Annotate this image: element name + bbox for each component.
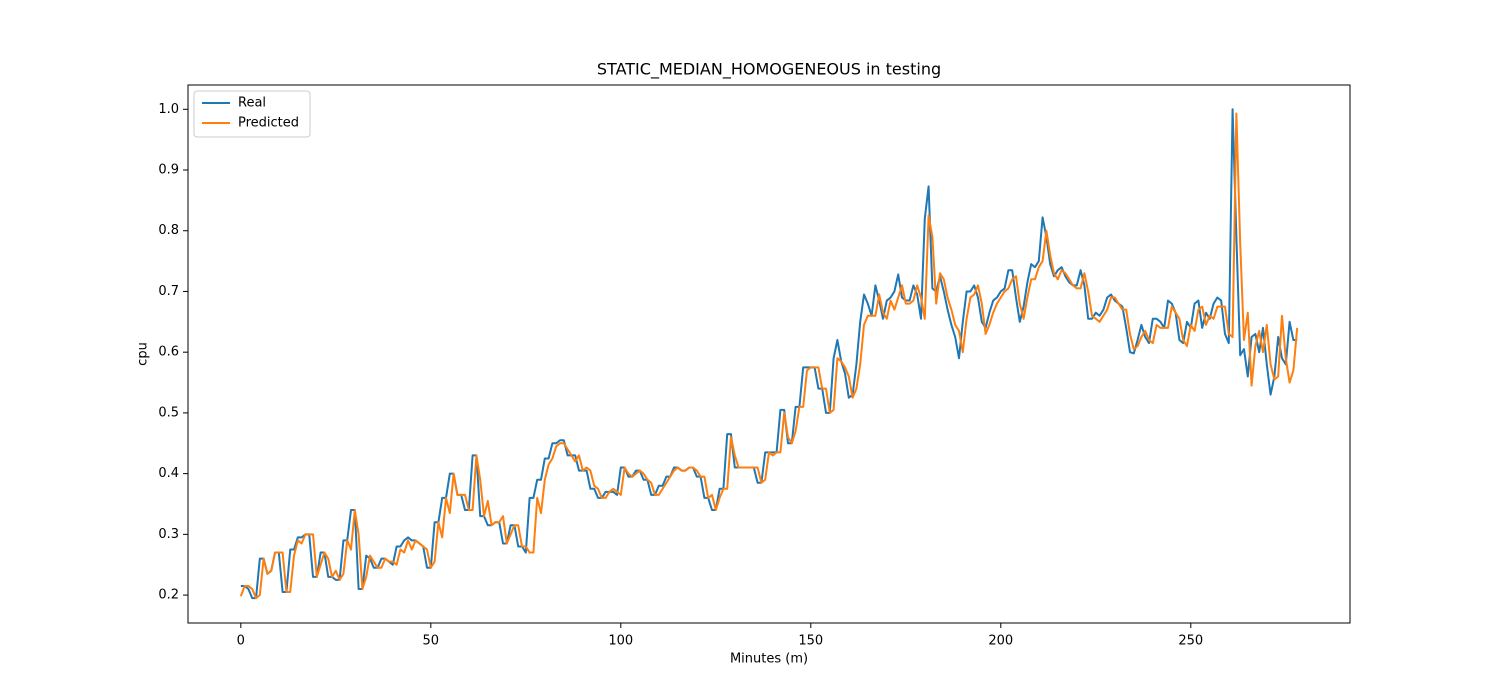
y-tick-label: 0.3: [158, 527, 179, 542]
data-line: [239, 112, 1299, 600]
plot-frame: [187, 84, 1351, 624]
x-tick-label: 250: [1178, 634, 1203, 649]
x-tick-label: 0: [237, 634, 245, 649]
x-tick-label: 100: [608, 634, 633, 649]
legend-label: Predicted: [238, 116, 299, 131]
y-tick-label: 1.0: [158, 102, 179, 117]
y-tick-label: 0.9: [158, 163, 179, 178]
y-tick-label: 0.6: [158, 345, 179, 360]
y-tick-label: 0.4: [158, 466, 179, 481]
y-axis-label: cpu: [136, 342, 151, 366]
y-tick-label: 0.7: [158, 284, 179, 299]
x-axis-label: Minutes (m): [730, 652, 808, 667]
y-tick-label: 0.2: [158, 588, 179, 603]
x-tick-label: 150: [798, 634, 823, 649]
y-tick-label: 0.8: [158, 223, 179, 238]
x-tick-label: 200: [988, 634, 1013, 649]
y-tick-label: 0.5: [158, 405, 179, 420]
x-tick-label: 50: [423, 634, 440, 649]
chart-title: STATIC_MEDIAN_HOMOGENEOUS in testing: [597, 60, 941, 80]
legend-label: Real: [238, 96, 266, 111]
